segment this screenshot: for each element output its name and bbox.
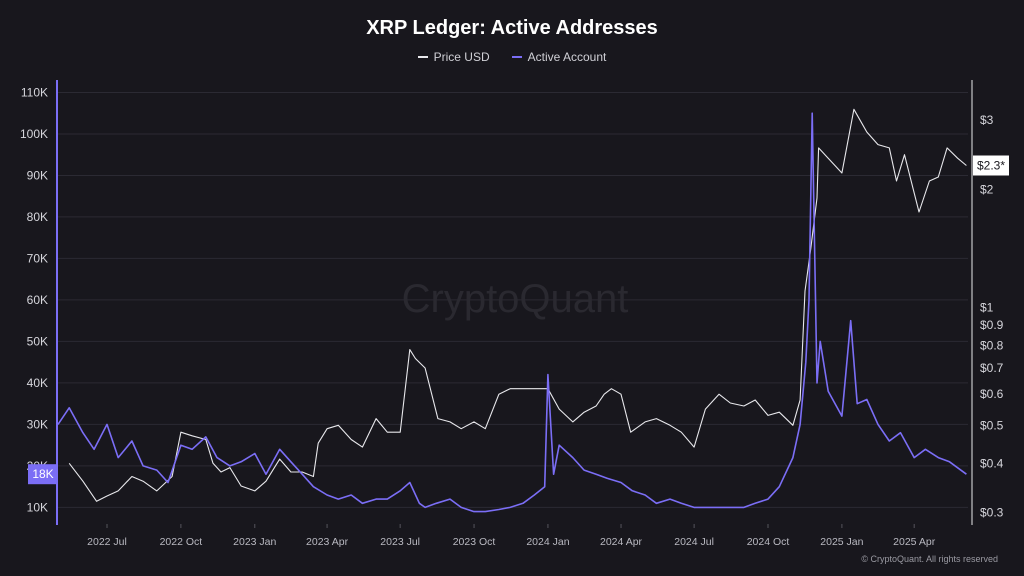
- x-tick-label: 2022 Oct: [160, 536, 203, 548]
- left-tick-label: 80K: [27, 210, 48, 224]
- right-tick-label: $0.7: [980, 361, 1004, 375]
- x-tick-label: 2024 Jan: [526, 536, 569, 548]
- legend-item-price[interactable]: Price USD: [417, 50, 490, 64]
- left-tick-label: 40K: [27, 376, 48, 390]
- right-tick-label: $0.4: [980, 456, 1004, 470]
- chart-title: XRP Ledger: Active Addresses: [366, 17, 658, 39]
- left-tick-label: 50K: [27, 334, 48, 348]
- right-tick-label: $0.6: [980, 387, 1004, 401]
- x-tick-label: 2024 Oct: [747, 536, 790, 548]
- x-axis-ticks: 2022 Jul 2022 Oct 2023 Jan 2023 Apr 2023 Jul…: [87, 524, 936, 548]
- left-current-badge-bg: [28, 464, 57, 485]
- left-current-badge-label: 18K: [32, 467, 53, 481]
- left-tick-label: 30K: [27, 417, 48, 431]
- left-tick-label: 60K: [27, 293, 48, 307]
- x-tick-label: 2025 Jan: [820, 536, 863, 548]
- right-tick-label: $0.8: [980, 338, 1004, 352]
- x-tick-label: 2024 Apr: [600, 536, 643, 548]
- legend-label-active-account: Active Account: [527, 50, 607, 64]
- series-active-account-line: [57, 112, 967, 513]
- left-tick-label: 10K: [27, 500, 48, 514]
- left-tick-label: 100K: [20, 127, 48, 141]
- legend-swatch-price: [417, 56, 428, 58]
- right-tick-label: $0.3: [980, 505, 1004, 519]
- right-axis-ticks: $0.3 $0.4 $0.5 $0.6 $0.7 $0.8 $0.9 $1 $2 $3: [980, 113, 1004, 519]
- x-tick-label: 2023 Jul: [380, 536, 420, 548]
- left-current-badge: 18K: [28, 464, 57, 485]
- x-tick-label: 2023 Apr: [306, 536, 349, 548]
- right-tick-label: $3: [980, 113, 994, 127]
- right-tick-label: $2: [980, 182, 994, 196]
- left-tick-label: 70K: [27, 251, 48, 265]
- left-tick-label: 110K: [21, 85, 48, 99]
- legend-label-price: Price USD: [433, 50, 490, 64]
- gridlines: [58, 91, 968, 508]
- x-tick-label: 2023 Oct: [453, 536, 496, 548]
- right-tick-label: $0.5: [980, 418, 1004, 432]
- watermark: CryptoQuant: [402, 277, 629, 321]
- right-current-badge: $2.3*: [973, 155, 1009, 176]
- x-tick-label: 2025 Apr: [893, 536, 936, 548]
- right-current-badge-label: $2.3*: [977, 159, 1005, 173]
- left-axis-ticks: 10K20K30K40K50K60K70K80K90K100K110K: [20, 85, 48, 514]
- copyright-text: © CryptoQuant. All rights reserved: [861, 554, 998, 564]
- legend: Price USD Active Account: [0, 50, 1024, 64]
- x-tick-label: 2024 Jul: [674, 536, 714, 548]
- series-price-usd-line: [68, 108, 967, 502]
- x-tick-label: 2022 Jul: [87, 536, 127, 548]
- x-tick-label: 2023 Jan: [233, 536, 276, 548]
- right-tick-label: $1: [980, 300, 994, 314]
- right-tick-label: $0.9: [980, 318, 1004, 332]
- right-current-badge-bg: [973, 155, 1009, 176]
- legend-item-active-account[interactable]: Active Account: [511, 50, 607, 64]
- legend-swatch-active-account: [511, 56, 522, 58]
- series-layer: [57, 108, 967, 513]
- left-tick-label: 90K: [27, 168, 48, 182]
